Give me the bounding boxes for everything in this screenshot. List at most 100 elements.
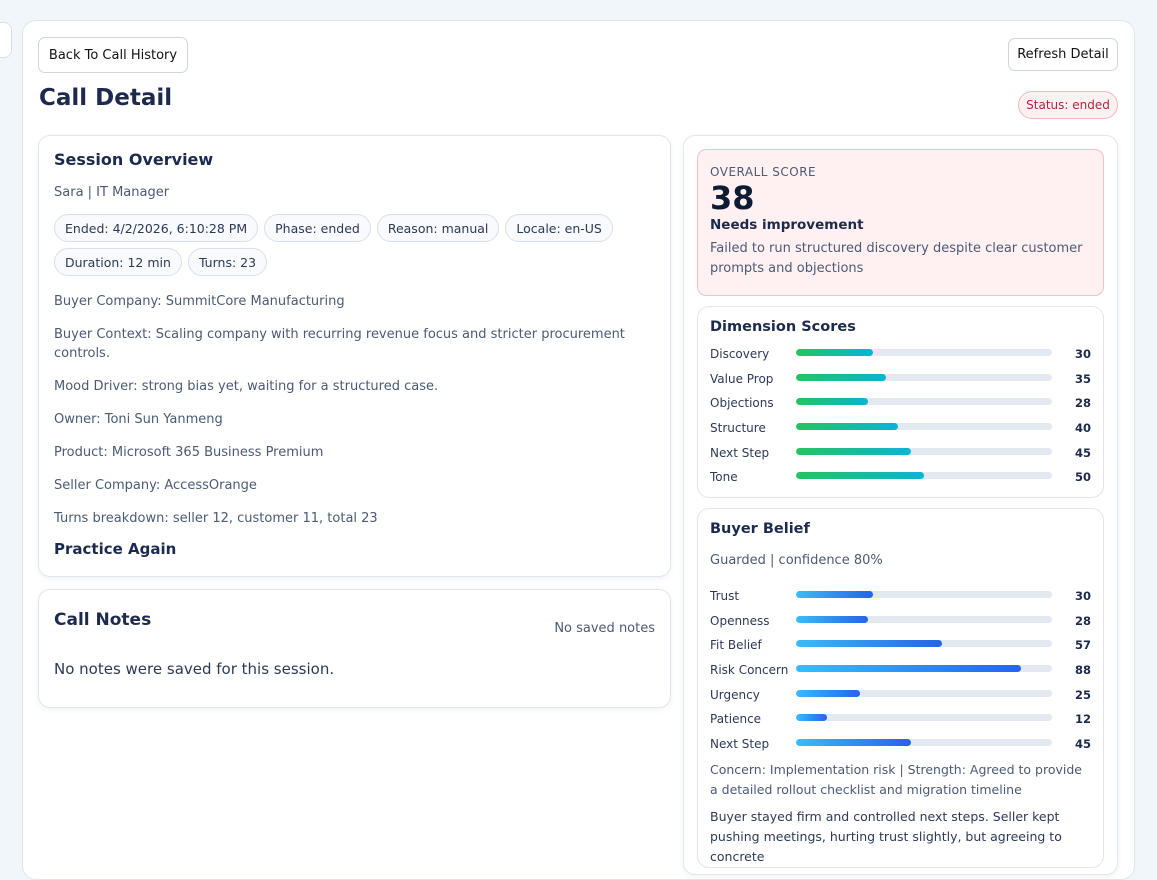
score-name: Risk Concern [710, 663, 789, 678]
score-value: 38 [710, 179, 755, 217]
score-bar [796, 640, 942, 648]
score-track [796, 739, 1052, 747]
score-value: 40 [1074, 421, 1091, 436]
score-track [796, 615, 1052, 623]
card-title: Call Notes [54, 610, 152, 630]
detail-line: Buyer Company: SummitCore Manufacturing [54, 294, 345, 309]
score-value: 45 [1074, 737, 1091, 752]
score-value: 25 [1074, 687, 1091, 702]
chip: Duration: 12 min [54, 248, 182, 276]
belief-card: Buyer Belief Guarded | confidence 80% Tr… [697, 508, 1104, 868]
score-row: Structure 40 [710, 417, 1091, 442]
score-bar [796, 665, 1022, 673]
score-name: Value Prop [710, 371, 774, 386]
score-bar [796, 739, 912, 747]
card-title: Buyer Belief [710, 521, 810, 537]
score-value: 50 [1074, 470, 1091, 485]
notes-status: No saved notes [554, 621, 655, 636]
score-name: Objections [710, 396, 774, 411]
overall-score-box: OVERALL SCORE 38 Needs improvement Faile… [697, 149, 1104, 296]
score-name: Structure [710, 421, 766, 436]
chip: Locale: en-US [505, 214, 613, 242]
score-bar [796, 398, 868, 406]
score-row: Urgency 25 [710, 684, 1091, 709]
score-name: Fit Belief [710, 638, 762, 653]
score-name: Urgency [710, 687, 760, 702]
score-value: 45 [1074, 445, 1091, 460]
status-badge: Status: ended [1018, 91, 1118, 119]
detail-line: Owner: Toni Sun Yanmeng [54, 412, 223, 427]
score-verdict: Needs improvement [710, 217, 864, 233]
score-track [796, 447, 1052, 455]
score-row: Fit Belief 57 [710, 634, 1091, 659]
page: Back To Call History Refresh Detail Call… [0, 20, 1135, 880]
practice-link[interactable]: Practice Again [54, 540, 177, 558]
score-track [796, 714, 1052, 722]
chip: Phase: ended [264, 214, 371, 242]
score-track [796, 349, 1052, 356]
score-row: Risk Concern 88 [710, 659, 1091, 684]
detail-list: Buyer Company: SummitCore Manufacturing B… [54, 292, 655, 528]
score-value: 35 [1074, 371, 1091, 386]
score-track [796, 373, 1052, 381]
score-bar [796, 472, 924, 480]
score-track [796, 423, 1052, 431]
score-value: 28 [1074, 613, 1091, 628]
score-value: 12 [1074, 712, 1091, 727]
score-value: 88 [1074, 663, 1091, 678]
score-name: Next Step [710, 445, 770, 460]
score-track [796, 472, 1052, 480]
score-name: Trust [710, 589, 740, 603]
score-row: Next Step 45 [710, 442, 1091, 467]
score-row: Patience 12 [710, 708, 1091, 733]
chip: Turns: 23 [187, 248, 268, 276]
notes-card: Call Notes No saved notes No notes were … [38, 589, 671, 708]
chip: Ended: 4/2/2026, 6:10:28 PM [54, 214, 259, 242]
score-row: Trust 30 [710, 585, 1091, 610]
session-card: Session Overview Sara | IT Manager Ended… [38, 135, 671, 577]
page-title: Call Detail [39, 85, 173, 111]
score-track [796, 398, 1052, 406]
side-panel-edge [0, 22, 12, 58]
score-track [796, 689, 1052, 697]
score-value: 28 [1074, 396, 1091, 411]
score-row: Discovery 30 [710, 343, 1091, 368]
card-title: Session Overview [54, 150, 214, 169]
score-row: Value Prop 35 [710, 368, 1091, 393]
score-name: Tone [710, 470, 738, 485]
belief-note: Buyer stayed firm and controlled next st… [710, 808, 1062, 864]
chip-list: Ended: 4/2/2026, 6:10:28 PM Phase: ended R… [54, 214, 614, 276]
score-value: 30 [1074, 589, 1091, 603]
score-summary: Failed to run structured discovery despi… [710, 241, 1083, 276]
refresh-button[interactable]: Refresh Detail [1008, 38, 1118, 71]
score-track [796, 640, 1052, 648]
score-track [796, 665, 1052, 673]
score-name: Next Step [710, 737, 770, 752]
score-row: Tone 50 [710, 466, 1091, 491]
detail-line: Turns breakdown: seller 12, customer 11,… [54, 511, 378, 526]
score-name: Discovery [710, 347, 770, 361]
score-bar [796, 591, 873, 598]
score-bar [796, 423, 899, 431]
score-label: OVERALL SCORE [710, 165, 817, 179]
belief-concern: Concern: Implementation risk | Strength:… [710, 761, 1082, 797]
dimension-bars: Discovery 30 Value Prop 35 Objections 28 Struc… [710, 343, 1091, 491]
score-bar [796, 714, 827, 722]
persona: Sara | IT Manager [54, 185, 170, 200]
score-row: Objections 28 [710, 392, 1091, 417]
score-bar [796, 349, 873, 356]
card-title: Dimension Scores [710, 319, 856, 335]
score-name: Openness [710, 613, 770, 628]
score-name: Patience [710, 712, 762, 727]
score-bar [796, 689, 860, 697]
back-button[interactable]: Back To Call History [38, 37, 188, 73]
detail-line: Buyer Context: Scaling company with recu… [54, 327, 625, 361]
score-bar [796, 373, 886, 381]
score-row: Next Step 45 [710, 733, 1091, 758]
notes-body: No notes were saved for this session. [54, 660, 335, 678]
detail-line: Product: Microsoft 365 Business Premium [54, 445, 324, 460]
score-row: Openness 28 [710, 610, 1091, 635]
score-track [796, 591, 1052, 598]
score-bar [796, 447, 912, 455]
score-value: 30 [1074, 347, 1091, 361]
